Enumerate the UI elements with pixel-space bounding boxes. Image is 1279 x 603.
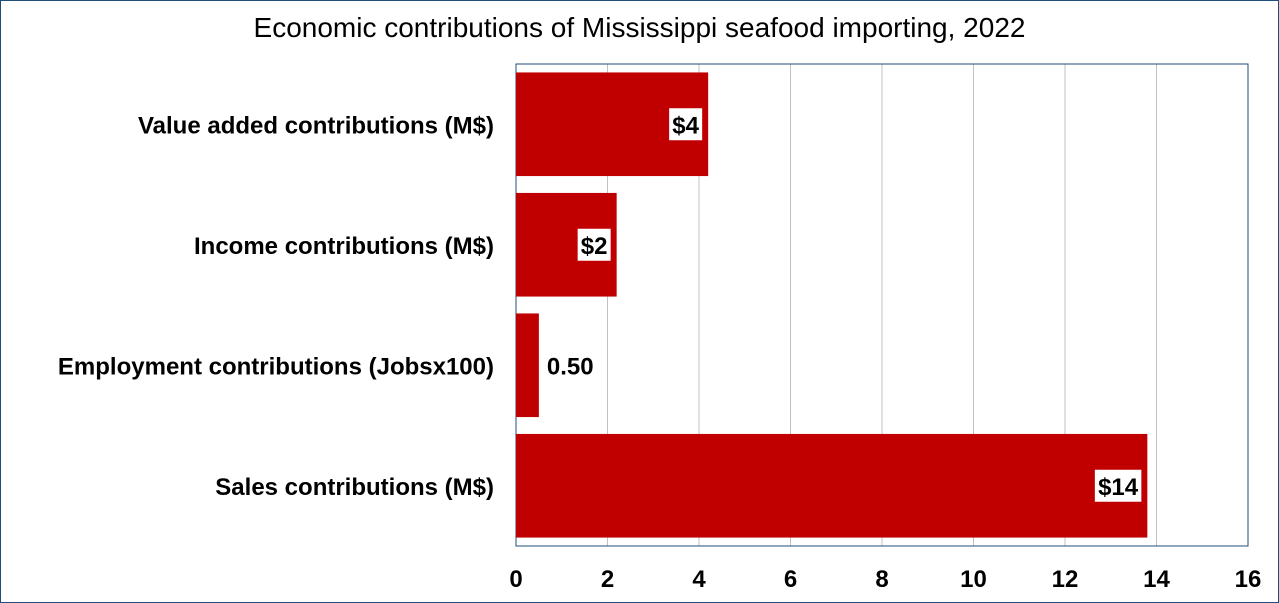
x-tick-labels: 0 2 4 6 8 10 12 14 16 xyxy=(509,566,1261,593)
x-tick-label: 2 xyxy=(601,566,614,593)
data-labels: $4 $2 0.50 $14 xyxy=(547,108,1142,502)
bar xyxy=(516,433,1148,538)
category-label: Sales contributions (M$) xyxy=(215,474,494,501)
data-label: $14 xyxy=(1098,474,1139,501)
data-label: $2 xyxy=(581,233,608,260)
bars xyxy=(516,72,1148,538)
x-tick-label: 14 xyxy=(1143,566,1170,593)
data-label-box xyxy=(669,108,703,141)
chart-title: Economic contributions of Mississippi se… xyxy=(253,12,1026,43)
data-label-box xyxy=(1094,469,1142,502)
bar xyxy=(516,313,539,418)
x-tick-label: 10 xyxy=(960,566,987,593)
category-labels: Value added contributions (M$) Income con… xyxy=(58,112,494,501)
data-label-box xyxy=(577,228,611,261)
x-tick-label: 4 xyxy=(692,566,706,593)
x-tick-label: 12 xyxy=(1052,566,1079,593)
x-tick-label: 6 xyxy=(784,566,797,593)
x-tick-label: 8 xyxy=(875,566,888,593)
plot-area-border xyxy=(515,63,1249,547)
x-tick-label: 16 xyxy=(1235,566,1262,593)
category-label: Value added contributions (M$) xyxy=(138,112,494,139)
x-tick-label: 0 xyxy=(509,566,522,593)
data-label: 0.50 xyxy=(547,353,594,380)
category-label: Income contributions (M$) xyxy=(194,233,494,260)
category-label: Employment contributions (Jobsx100) xyxy=(58,353,494,380)
data-label: $4 xyxy=(672,112,699,139)
